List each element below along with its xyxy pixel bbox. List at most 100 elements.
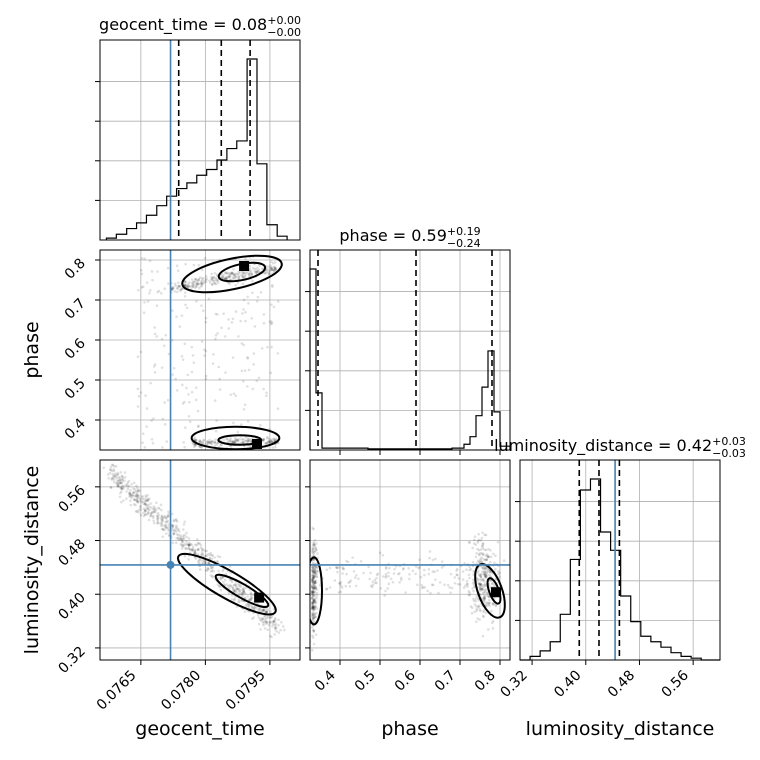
sample-point [175, 286, 179, 290]
sample-point [311, 603, 315, 607]
sample-point [276, 300, 280, 303]
sample-point [313, 571, 316, 575]
sample-point [311, 591, 315, 594]
sample-point [238, 589, 241, 593]
y-tick-label-luminosity_distance: 0.32 [55, 643, 88, 676]
x-axis-label-luminosity_distance: luminosity_distance [526, 718, 715, 740]
sample-point [203, 348, 206, 351]
sample-point [211, 279, 215, 282]
sample-point [242, 271, 246, 275]
sample-point [478, 586, 481, 589]
sample-point [313, 620, 316, 624]
sample-point [188, 543, 191, 546]
sample-point [316, 569, 319, 573]
sample-point [261, 608, 265, 612]
sample-point [211, 575, 214, 579]
sample-point [151, 510, 154, 514]
sample-point [136, 499, 140, 503]
sample-point [311, 612, 315, 616]
sample-point [453, 576, 457, 579]
sample-point [491, 582, 494, 585]
sample-point [311, 571, 315, 574]
sample-point [313, 568, 317, 571]
sample-point [137, 494, 140, 498]
sample-point [167, 282, 170, 285]
sample-point [186, 285, 190, 289]
sample-point [267, 440, 270, 444]
sample-point [156, 270, 159, 273]
sample-point [472, 542, 476, 545]
sample-point [463, 561, 466, 565]
sample-point [110, 478, 114, 481]
sample-point [470, 606, 474, 610]
sample-point [477, 532, 480, 536]
sample-point [176, 281, 180, 285]
sample-point [194, 557, 198, 560]
sample-point [466, 585, 469, 588]
sample-point [312, 591, 316, 595]
sample-point [197, 424, 200, 428]
sample-point [484, 573, 487, 577]
sample-point [272, 619, 275, 623]
sample-point [374, 581, 377, 584]
sample-point [272, 270, 276, 273]
sample-point [135, 494, 139, 498]
sample-point [381, 553, 385, 557]
sample-point [488, 560, 492, 564]
sample-point [476, 569, 480, 572]
sample-point [261, 620, 265, 624]
sample-point [146, 498, 150, 501]
sample-point [140, 257, 144, 260]
sample-point [193, 551, 196, 555]
sample-point [213, 441, 216, 445]
sample-point [473, 603, 477, 606]
sample-point [311, 618, 314, 621]
sample-point [249, 599, 252, 602]
sample-point [273, 633, 277, 636]
sample-point [198, 445, 202, 449]
sample-point [230, 271, 234, 275]
sample-point [181, 534, 185, 538]
sample-point [187, 558, 190, 561]
sample-point [250, 272, 254, 276]
sample-point [118, 481, 121, 485]
sample-point [265, 616, 269, 619]
sample-point [313, 571, 316, 575]
y-tick-label-luminosity_distance: 0.56 [55, 482, 88, 515]
sample-point [482, 577, 485, 581]
title-minus: −0.00 [267, 26, 301, 39]
sample-point [468, 541, 471, 545]
sample-point [455, 573, 458, 576]
sample-point [129, 499, 132, 503]
sample-point [311, 581, 315, 585]
sample-point [311, 569, 314, 572]
sample-point [157, 289, 161, 293]
sample-point [423, 586, 427, 589]
sample-point [485, 571, 489, 575]
sample-point [482, 591, 486, 594]
sample-point [146, 498, 149, 502]
sample-point [184, 547, 188, 551]
sample-point [279, 628, 282, 632]
sample-point [255, 271, 258, 274]
sample-point [195, 279, 199, 283]
sample-point [359, 560, 363, 563]
sample-point [368, 577, 372, 581]
sample-point [310, 585, 314, 589]
sample-point [225, 437, 228, 441]
sample-point [119, 481, 123, 485]
sample-point [227, 272, 231, 275]
sample-point [479, 589, 482, 593]
sample-point [477, 582, 480, 585]
contour-level-2 [190, 425, 281, 450]
sample-point [487, 568, 491, 572]
y-tick-label-luminosity_distance: 0.48 [55, 536, 88, 569]
sample-point [484, 533, 488, 537]
sample-point [135, 499, 139, 503]
sample-point [145, 506, 148, 510]
sample-point [163, 401, 166, 404]
sample-point [311, 580, 315, 584]
sample-point [313, 590, 317, 594]
sample-point [312, 599, 316, 602]
sample-point [311, 594, 315, 597]
